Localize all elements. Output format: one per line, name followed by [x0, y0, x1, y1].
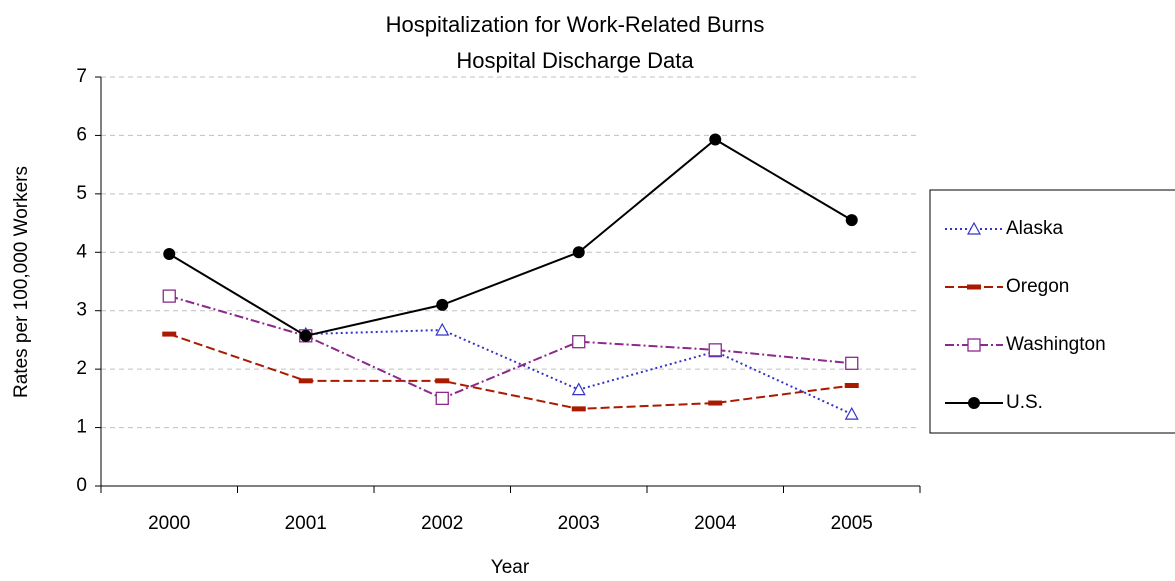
marker: [435, 322, 450, 336]
marker: [968, 397, 980, 409]
marker: [967, 338, 981, 352]
y-tick-label: 7: [76, 66, 87, 87]
marker: [844, 406, 859, 420]
marker: [571, 382, 586, 396]
x-tick-label: 2001: [285, 513, 327, 534]
marker: [967, 284, 981, 290]
marker: [298, 378, 313, 384]
marker: [844, 383, 859, 389]
y-tick-label: 4: [76, 241, 87, 262]
y-tick-label: 0: [76, 475, 87, 496]
y-tick-label: 5: [76, 183, 87, 204]
marker: [299, 329, 312, 342]
chart-subtitle: Hospital Discharge Data: [456, 48, 694, 73]
y-axis-label: Rates per 100,000 Workers: [11, 166, 32, 398]
series-line: [168, 295, 852, 400]
series-line: [168, 333, 852, 410]
y-tick-label: 1: [76, 417, 87, 438]
x-tick-label: 2004: [694, 513, 737, 534]
legend-label: Washington: [1006, 334, 1106, 355]
marker: [435, 378, 450, 384]
marker: [571, 406, 586, 412]
x-tick-label: 2002: [421, 513, 463, 534]
marker: [163, 248, 176, 261]
marker: [845, 356, 859, 370]
series-line: [168, 138, 853, 337]
x-tick-label: 2005: [831, 513, 873, 534]
legend-label: U.S.: [1006, 392, 1043, 413]
marker: [162, 289, 176, 303]
y-tick-label: 2: [76, 358, 87, 379]
y-tick-label: 3: [76, 300, 87, 321]
marker: [966, 221, 982, 235]
marker: [572, 335, 586, 349]
marker: [436, 298, 449, 311]
x-tick-label: 2000: [148, 513, 190, 534]
legend-label: Oregon: [1006, 276, 1069, 297]
marker: [435, 391, 449, 406]
marker: [162, 331, 177, 337]
marker: [708, 343, 722, 357]
x-tick-label: 2003: [558, 513, 600, 534]
legend-label: Alaska: [1006, 218, 1063, 239]
y-tick-label: 6: [76, 124, 87, 145]
marker: [845, 214, 858, 227]
chart-title: Hospitalization for Work-Related Burns: [386, 12, 765, 37]
x-axis-label: Year: [491, 557, 530, 578]
marker: [572, 246, 585, 259]
marker: [709, 133, 722, 146]
marker: [708, 400, 723, 406]
